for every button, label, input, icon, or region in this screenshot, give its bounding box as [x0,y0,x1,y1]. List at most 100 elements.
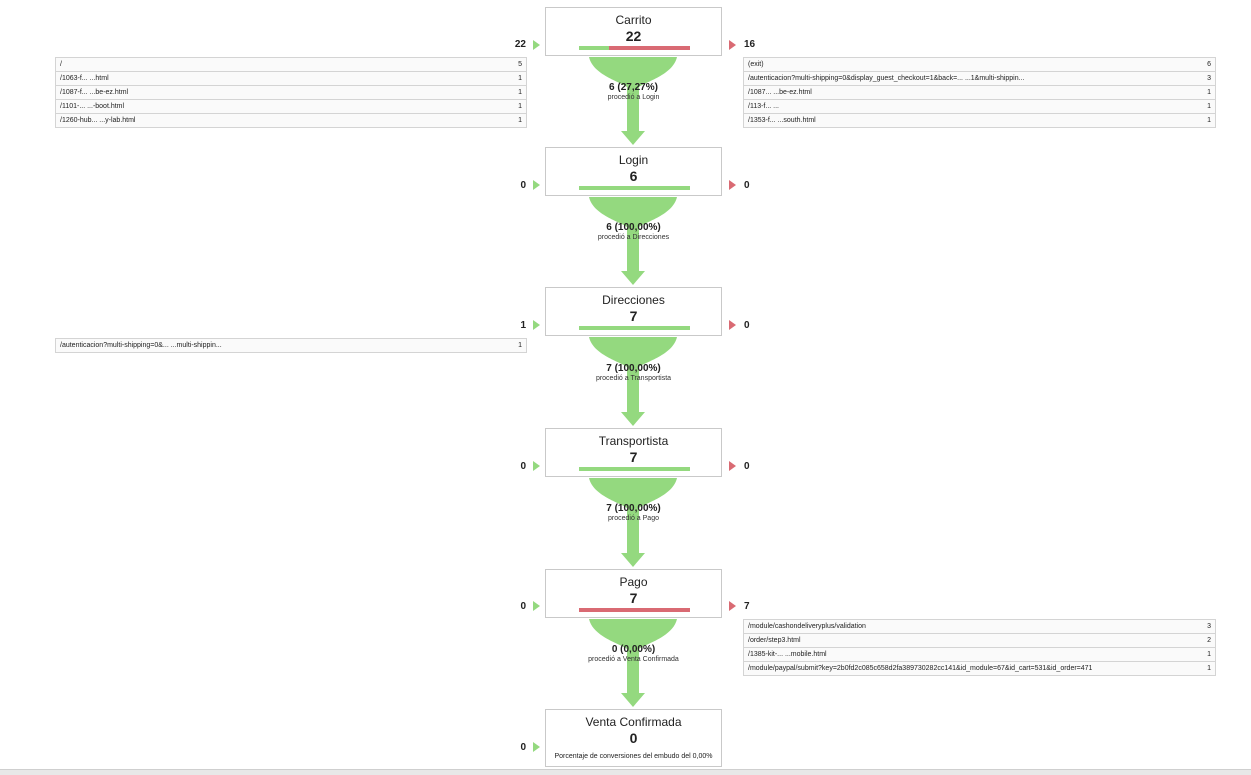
row-count: 6 [1207,61,1211,68]
entrances-count[interactable]: 22 [514,39,526,50]
exits-count[interactable]: 16 [744,39,756,50]
row-path: / [60,61,62,68]
exit-arrow-icon [729,180,736,190]
row-count: 1 [518,89,522,96]
stage-value: 7 [629,449,638,465]
table-row[interactable]: /1353-f... ...south.html 1 [744,114,1215,128]
proceed-text: procedió a Login [607,94,660,101]
proceed-text: procedió a Transportista [595,375,672,382]
exits-count[interactable]: 7 [744,601,750,612]
proceed-value: 7 (100,00%) [606,363,661,374]
row-count: 1 [1207,665,1211,672]
stage-carrito[interactable]: Carrito 22 [545,7,722,56]
row-count: 1 [518,75,522,82]
row-path: /1260-hub... ...y-lab.html [60,117,136,124]
stage-direcciones[interactable]: Direcciones 7 [545,287,722,336]
proceed-value: 6 (100,00%) [606,222,661,233]
proceed-value: 7 (100,00%) [606,503,661,514]
proceed-text: procedió a Direcciones [597,234,670,241]
exit-arrow-icon [729,461,736,471]
stage-name: Transportista [598,434,669,448]
table-row[interactable]: /autenticacion?multi-shipping=0&... ...m… [56,339,526,353]
entry-sources-table: /autenticacion?multi-shipping=0&... ...m… [55,338,527,353]
stage-name: Login [618,153,649,167]
table-row[interactable]: /1101-... ...-boot.html 1 [56,100,526,114]
row-count: 1 [518,342,522,349]
exit-destinations-table: /module/cashondeliveryplus/validation 3/o… [743,619,1216,676]
table-row[interactable]: /1087... ...be-ez.html 1 [744,86,1215,100]
proceed-value: 6 (27,27%) [609,82,658,93]
row-count: 1 [1207,117,1211,124]
row-path: /autenticacion?multi-shipping=0&... ...m… [60,342,222,349]
row-path: /1087... ...be-ez.html [748,89,812,96]
exit-bar [579,608,690,612]
entrances-count[interactable]: 1 [520,320,526,331]
row-path: /autenticacion?multi-shipping=0&display_… [748,75,1025,82]
table-row[interactable]: /order/step3.html 2 [744,634,1215,648]
funnel-connector-1 [589,197,677,285]
stage-value: 7 [629,308,638,324]
entrance-arrow-icon [533,461,540,471]
exits-count[interactable]: 0 [744,461,750,472]
stage-pago[interactable]: Pago 7 [545,569,722,618]
row-path: /module/cashondeliveryplus/validation [748,623,866,630]
table-row[interactable]: /5 [56,58,526,72]
entry-sources-table: /5/1063-f... ...html 1/1087-f... ...be-ez… [55,57,527,128]
stage-login[interactable]: Login 6 [545,147,722,196]
funnel-connector-3 [589,478,677,567]
table-row[interactable]: /module/cashondeliveryplus/validation 3 [744,620,1215,634]
table-row[interactable]: /113-f... ... 1 [744,100,1215,114]
exits-count[interactable]: 0 [744,320,750,331]
stage-value: 0 [629,730,638,746]
table-row[interactable]: /1087-f... ...be-ez.html 1 [56,86,526,100]
bottom-scrollbar[interactable] [0,769,1251,775]
stage-name: Carrito [615,13,652,27]
row-path: /module/paypal/submit?key=2b0fd2c085c658… [748,665,1093,672]
funnel-connector-4 [589,619,677,707]
proceed-label: 6 (100,00%) procedió a Direcciones [545,222,722,241]
exit-bar [608,46,690,50]
entrances-count[interactable]: 0 [520,180,526,191]
table-row[interactable]: (exit) 6 [744,58,1215,72]
row-count: 1 [1207,89,1211,96]
stage-transportista[interactable]: Transportista 7 [545,428,722,477]
stage-value: 22 [625,28,642,44]
table-row[interactable]: /1260-hub... ...y-lab.html 1 [56,114,526,128]
exit-arrow-icon [729,40,736,50]
table-row[interactable]: /autenticacion?multi-shipping=0&display_… [744,72,1215,86]
entrances-count[interactable]: 0 [520,601,526,612]
row-path: /1101-... ...-boot.html [60,103,125,110]
proceed-label: 6 (27,27%) procedió a Login [545,82,722,101]
entrance-arrow-icon [533,601,540,611]
row-count: 1 [518,103,522,110]
entrance-arrow-icon [533,320,540,330]
table-row[interactable]: /1063-f... ...html 1 [56,72,526,86]
funnel-connector-2 [589,337,677,426]
row-count: 1 [518,117,522,124]
entrances-count[interactable]: 0 [520,461,526,472]
exits-count[interactable]: 0 [744,180,750,191]
stage-bar [579,467,690,471]
proceed-text: procedió a Pago [608,515,659,522]
funnel-connector-0 [589,57,677,145]
proceed-label: 7 (100,00%) procedió a Transportista [545,363,722,382]
stage-name: Venta Confirmada [585,715,682,729]
table-row[interactable]: /module/paypal/submit?key=2b0fd2c085c658… [744,662,1215,676]
row-count: 1 [1207,651,1211,658]
stage-value: 6 [629,168,638,184]
entrance-arrow-icon [533,742,540,752]
row-path: (exit) [748,61,764,68]
row-path: /1353-f... ...south.html [748,117,816,124]
entrances-count[interactable]: 0 [520,742,526,753]
row-count: 1 [1207,103,1211,110]
row-path: /order/step3.html [748,637,801,644]
stage-bar [579,46,690,50]
stage-bar [579,608,690,612]
proceed-text: procedió a Venta Confirmada [588,656,679,663]
stage-venta-confirmada[interactable]: Venta Confirmada 0 Porcentaje de convers… [545,709,722,767]
exit-arrow-icon [729,601,736,611]
table-row[interactable]: /1385-kit-... ...mobile.html 1 [744,648,1215,662]
row-path: /1087-f... ...be-ez.html [60,89,129,96]
exit-arrow-icon [729,320,736,330]
proceed-label: 0 (0,00%) procedió a Venta Confirmada [545,644,722,663]
